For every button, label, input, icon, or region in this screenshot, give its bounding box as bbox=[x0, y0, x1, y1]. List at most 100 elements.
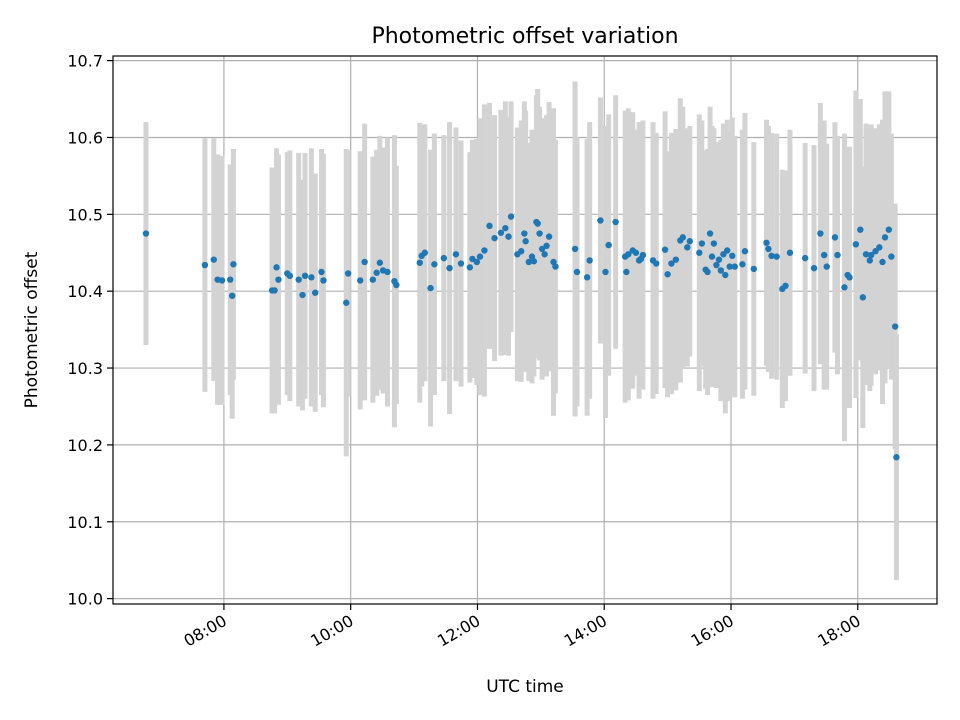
y-axis-label: Photometric offset bbox=[22, 251, 42, 408]
data-point bbox=[431, 261, 438, 268]
y-tick-label: 10.4 bbox=[67, 282, 103, 301]
data-point bbox=[507, 213, 515, 220]
data-point bbox=[866, 257, 874, 264]
data-point bbox=[446, 264, 453, 272]
data-point bbox=[696, 249, 703, 256]
y-tick-label: 10.0 bbox=[67, 590, 103, 609]
data-point bbox=[357, 277, 364, 284]
data-point bbox=[704, 268, 711, 276]
data-point bbox=[739, 261, 746, 268]
data-point bbox=[376, 259, 384, 266]
data-point bbox=[530, 258, 538, 265]
data-point bbox=[393, 281, 400, 289]
chart-title: Photometric offset variation bbox=[371, 24, 678, 49]
data-point bbox=[227, 276, 234, 283]
data-point bbox=[373, 269, 380, 276]
data-point bbox=[476, 253, 484, 260]
data-point bbox=[452, 251, 460, 258]
data-point bbox=[210, 256, 217, 263]
data-point bbox=[201, 261, 209, 269]
data-point bbox=[602, 268, 609, 276]
data-point bbox=[541, 251, 548, 258]
data-point bbox=[384, 268, 391, 276]
data-point bbox=[668, 260, 675, 267]
data-point bbox=[706, 230, 714, 237]
data-point bbox=[686, 238, 693, 245]
x-tick-label: 16:00 bbox=[688, 611, 737, 651]
data-point bbox=[893, 454, 900, 461]
data-point bbox=[301, 272, 309, 280]
data-point bbox=[876, 244, 883, 251]
data-point bbox=[857, 226, 864, 233]
data-point bbox=[782, 282, 789, 290]
data-point bbox=[457, 260, 465, 267]
data-point bbox=[473, 258, 481, 266]
data-point bbox=[710, 240, 718, 247]
data-point bbox=[885, 226, 893, 233]
data-point bbox=[820, 251, 828, 259]
data-point bbox=[713, 261, 720, 269]
data-point bbox=[543, 242, 550, 250]
data-point bbox=[831, 234, 839, 241]
y-tick-label: 10.3 bbox=[67, 359, 103, 378]
data-point bbox=[536, 230, 543, 237]
data-point bbox=[717, 267, 725, 274]
data-point bbox=[881, 234, 889, 241]
data-point bbox=[271, 287, 278, 294]
data-point bbox=[534, 220, 541, 227]
data-point bbox=[879, 258, 886, 266]
data-point bbox=[218, 277, 226, 284]
data-point bbox=[817, 230, 824, 237]
data-point bbox=[440, 254, 448, 262]
data-point bbox=[661, 246, 669, 253]
data-point bbox=[299, 291, 306, 299]
data-point bbox=[823, 263, 830, 270]
data-point bbox=[286, 272, 294, 280]
data-point bbox=[726, 263, 733, 270]
data-point bbox=[571, 245, 579, 253]
data-point bbox=[230, 261, 237, 268]
data-point bbox=[497, 229, 505, 236]
plot-frame bbox=[112, 55, 938, 605]
data-point bbox=[773, 253, 780, 260]
data-point bbox=[859, 294, 867, 301]
data-point bbox=[750, 265, 758, 273]
data-point bbox=[672, 256, 680, 263]
data-point bbox=[801, 254, 809, 262]
data-point bbox=[731, 263, 739, 270]
data-point bbox=[888, 253, 895, 260]
data-points bbox=[142, 213, 900, 461]
data-point bbox=[318, 268, 325, 276]
y-tick-label: 10.7 bbox=[67, 52, 103, 71]
data-point bbox=[525, 258, 533, 266]
data-point bbox=[765, 245, 772, 253]
y-tick-label: 10.1 bbox=[67, 513, 103, 532]
data-point bbox=[653, 260, 660, 267]
data-point bbox=[741, 248, 749, 255]
data-point bbox=[344, 270, 352, 277]
data-point bbox=[698, 240, 706, 247]
data-point bbox=[545, 233, 553, 240]
data-point bbox=[639, 251, 647, 259]
data-point bbox=[361, 258, 368, 266]
data-point bbox=[715, 256, 723, 263]
data-point bbox=[308, 274, 315, 281]
x-tick-label: 12:00 bbox=[434, 611, 483, 651]
data-point bbox=[320, 277, 327, 284]
data-point bbox=[867, 251, 875, 259]
data-point bbox=[623, 268, 630, 276]
data-point bbox=[343, 299, 350, 306]
data-point bbox=[275, 276, 282, 283]
data-point bbox=[421, 249, 429, 256]
error-bars bbox=[143, 81, 899, 581]
data-point bbox=[597, 217, 604, 224]
data-point bbox=[311, 289, 319, 296]
x-tick-label: 10:00 bbox=[307, 611, 356, 651]
data-point bbox=[517, 248, 525, 255]
data-point bbox=[605, 241, 612, 249]
x-axis-ticks: 08:00 10:00 12:00 14:00 16:00 18:00 bbox=[180, 604, 864, 651]
data-point bbox=[684, 244, 691, 251]
data-point bbox=[505, 233, 512, 240]
x-tick-label: 18:00 bbox=[814, 611, 863, 651]
